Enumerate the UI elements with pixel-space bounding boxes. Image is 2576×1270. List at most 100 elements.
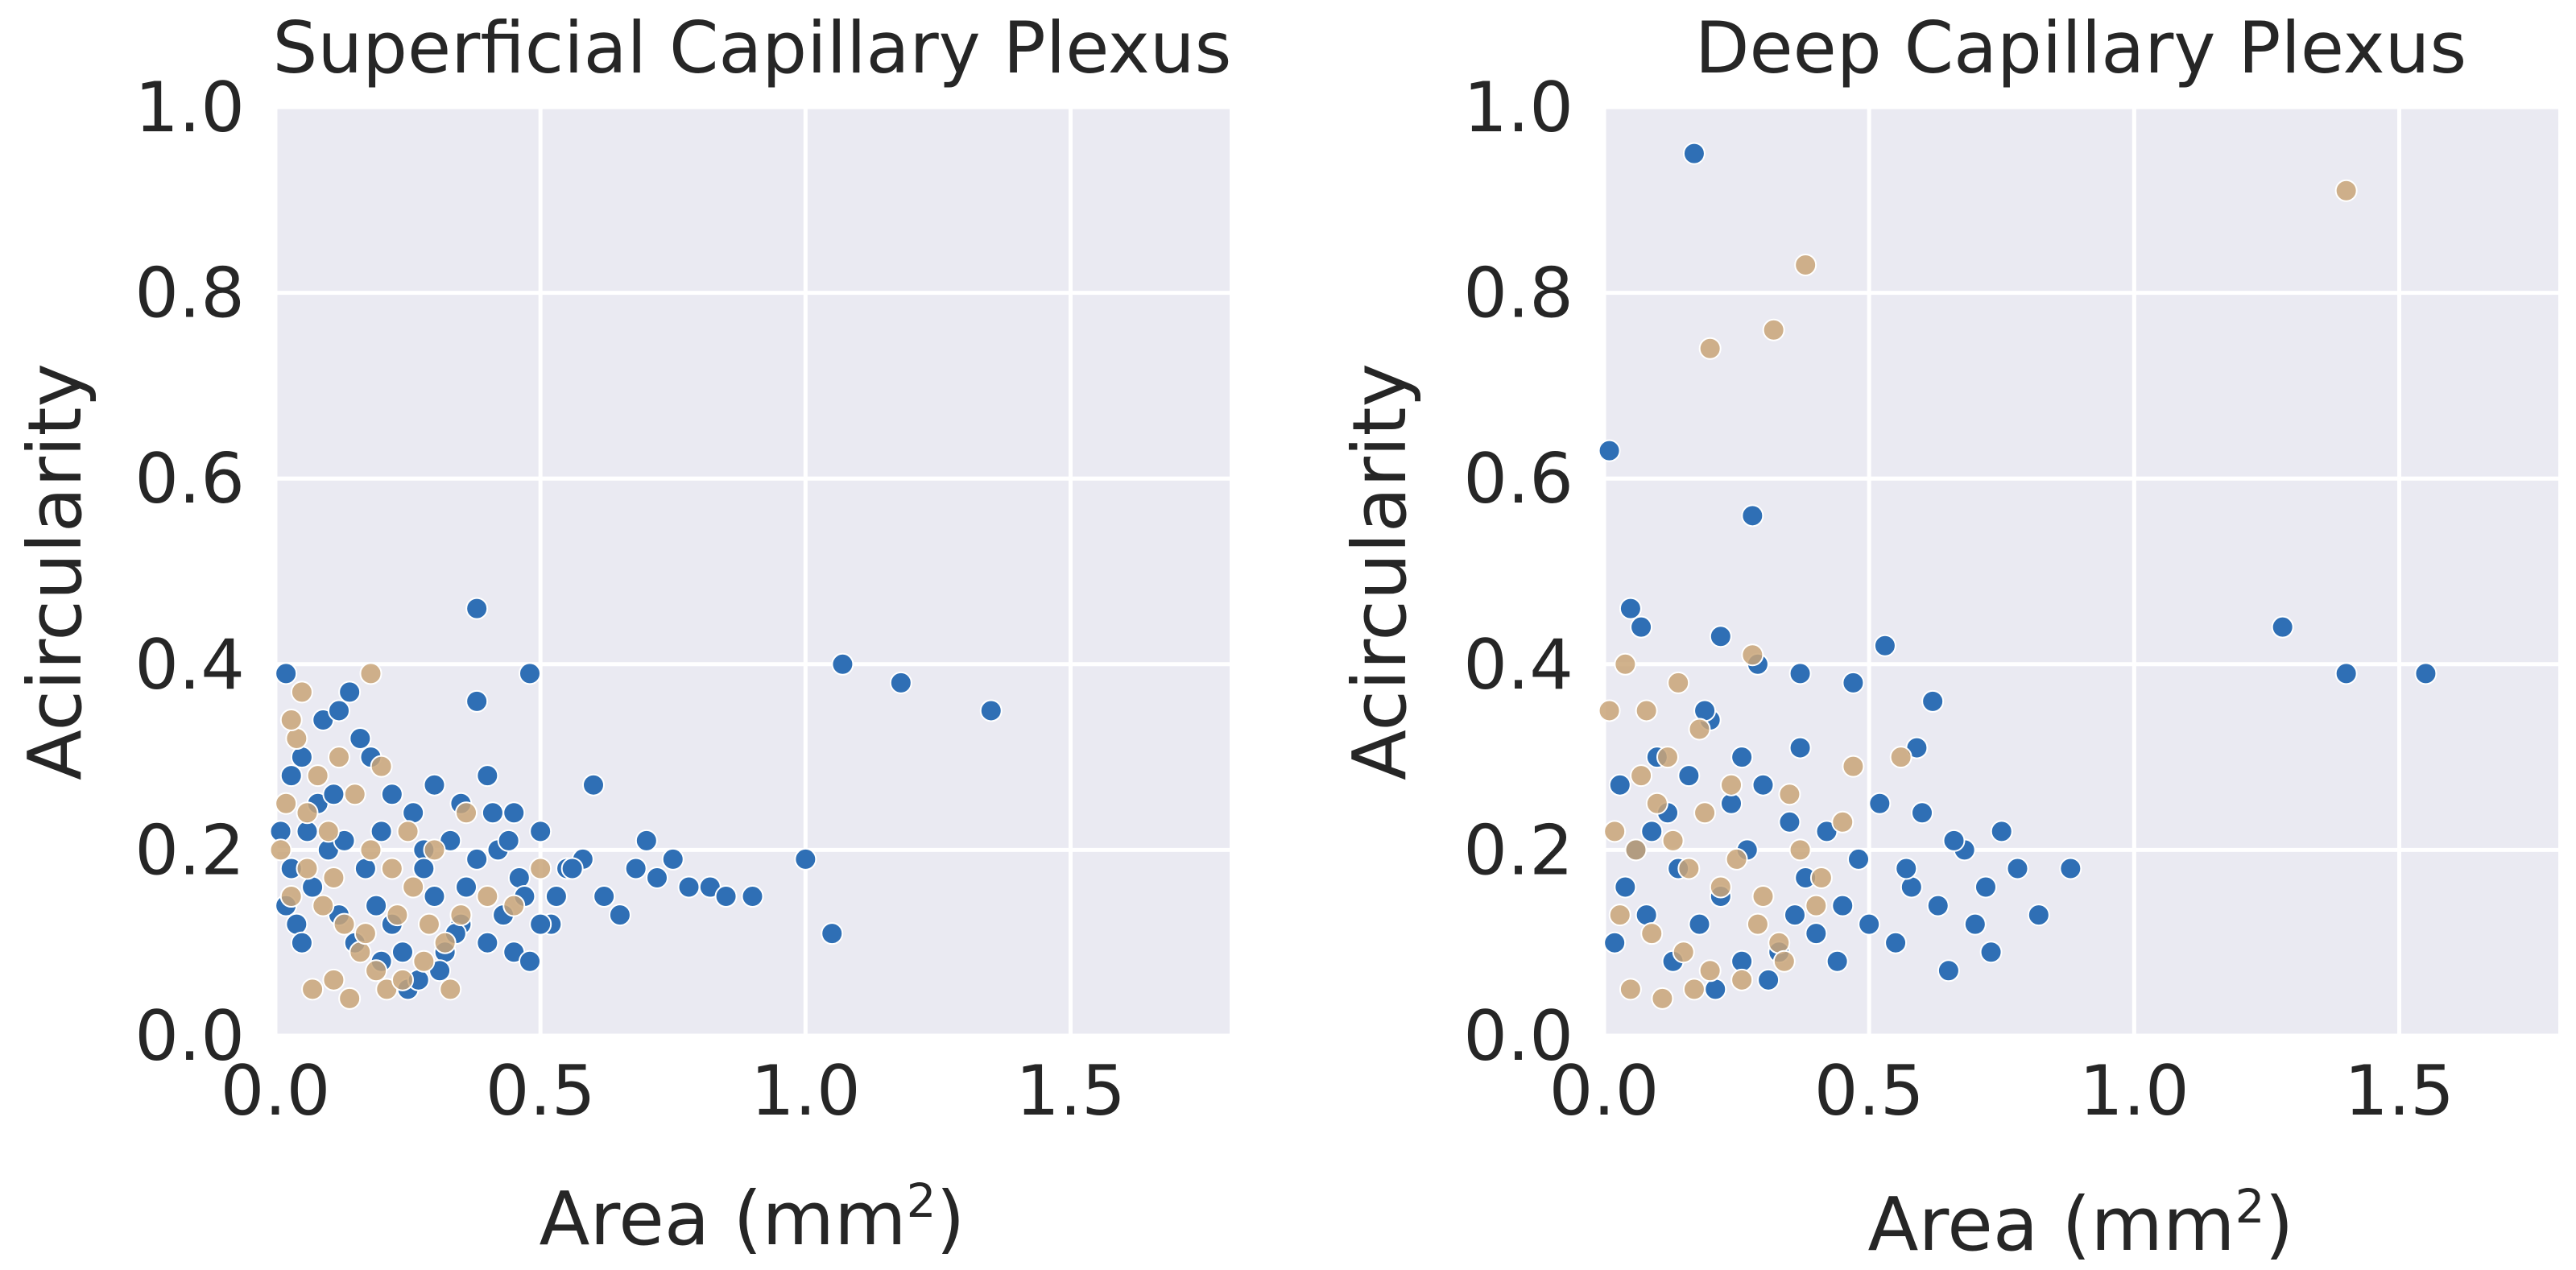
scatter-point	[1751, 773, 1775, 796]
scatter-point	[1768, 931, 1791, 954]
scatter-point	[529, 820, 552, 843]
scatter-point	[1847, 847, 1870, 871]
x-tick-label: 0.0	[221, 1051, 331, 1131]
scatter-point	[301, 875, 325, 899]
scatter-point	[2006, 857, 2029, 880]
scatter-point	[359, 838, 382, 862]
scatter-point	[333, 912, 356, 936]
y-tick-label: 0.0	[1463, 996, 1573, 1077]
scatter-point	[1635, 904, 1658, 927]
scatter-point	[1725, 847, 1748, 871]
scatter-point	[1603, 931, 1627, 954]
scatter-point	[391, 941, 414, 964]
scatter-point	[1651, 987, 1674, 1010]
scatter-point	[380, 783, 403, 806]
scatter-point	[1598, 699, 1621, 722]
scatter-point	[1762, 318, 1785, 341]
scatter-point	[624, 857, 647, 880]
scatter-point	[322, 783, 345, 806]
scatter-point	[646, 866, 668, 889]
chart-title: Superficial Capillary Plexus	[273, 6, 1232, 89]
x-axis-label: Area (mm2)	[540, 1173, 965, 1262]
scatter-points	[269, 597, 1003, 1010]
scatter-point	[529, 912, 552, 936]
scatter-point	[2334, 662, 2358, 685]
scatter-point	[423, 885, 446, 908]
scatter-points	[1598, 142, 2437, 1010]
scatter-point	[1809, 866, 1833, 889]
scatter-point	[1757, 968, 1780, 991]
scatter-point	[1778, 783, 1801, 806]
y-tick-label: 1.0	[1463, 68, 1573, 148]
scatter-point	[1730, 968, 1754, 991]
y-tick-label: 0.4	[1463, 625, 1573, 705]
scatter-point	[476, 885, 499, 908]
scatter-point	[402, 801, 425, 825]
scatter-point	[1698, 959, 1722, 982]
scatter-point	[386, 904, 409, 927]
scatter-point	[290, 746, 313, 769]
scatter-point	[1688, 912, 1711, 936]
scatter-point	[269, 838, 292, 862]
scatter-point	[821, 922, 844, 945]
x-tick-label: 1.0	[2079, 1051, 2189, 1131]
scatter-point	[502, 801, 526, 825]
scatter-point	[370, 755, 393, 778]
scatter-point	[412, 857, 436, 880]
scatter-point	[1858, 912, 1881, 936]
scatter-point	[1704, 978, 1727, 1001]
scatter-point	[1667, 671, 1690, 694]
scatter-point	[1842, 755, 1865, 778]
scatter-point	[1942, 829, 1966, 852]
scatter-point	[275, 792, 298, 815]
scatter-point	[507, 866, 531, 889]
scatter-point	[322, 866, 345, 889]
scatter-point	[1645, 792, 1668, 815]
scatter-point	[2027, 904, 2050, 927]
scatter-point	[677, 875, 701, 899]
scatter-point	[296, 857, 319, 880]
y-tick-label: 0.8	[1463, 254, 1573, 334]
y-tick-label: 0.2	[1463, 810, 1573, 891]
scatter-point	[889, 671, 912, 694]
scatter-point	[1720, 773, 1743, 796]
scatter-point	[1746, 912, 1769, 936]
scatter-point	[354, 922, 377, 945]
scatter-point	[316, 820, 340, 843]
scatter-point	[741, 885, 764, 908]
scatter-point	[1788, 662, 1812, 685]
scatter-point	[1688, 718, 1711, 741]
scatter-point	[481, 801, 504, 825]
scatter-point	[455, 875, 478, 899]
x-tick-labels: 0.0 0.5 1.0 1.5	[1549, 1051, 2454, 1131]
scatter-point	[343, 783, 366, 806]
y-axis-label: Acircularity	[12, 363, 98, 780]
scatter-point	[1709, 875, 1732, 899]
scatter-point	[2334, 179, 2358, 202]
scatter-point	[1709, 625, 1732, 648]
scatter-point	[794, 847, 817, 871]
scatter-point	[1693, 699, 1717, 722]
scatter-point	[1619, 597, 1642, 620]
scatter-point	[1603, 820, 1627, 843]
y-tick-label: 1.0	[134, 68, 245, 148]
scatter-point	[1979, 941, 2003, 964]
scatter-point	[417, 912, 440, 936]
scatter-point	[396, 820, 420, 843]
scatter-point	[412, 949, 436, 973]
scatter-point	[1937, 959, 1960, 982]
scatter-point	[1826, 949, 1849, 973]
y-tick-labels: 0.0 0.2 0.4 0.6 0.8 1.0	[1463, 68, 1573, 1077]
scatter-point	[1614, 652, 1637, 676]
scatter-point	[290, 931, 313, 954]
gridlines	[273, 105, 1230, 1038]
x-tick-label: 0.5	[486, 1051, 596, 1131]
scatter-point	[354, 857, 377, 880]
scatter-point	[1963, 912, 1987, 936]
scatter-point	[1741, 504, 1764, 527]
scatter-point	[402, 875, 425, 899]
scatter-point	[502, 894, 526, 917]
scatter-point	[2414, 662, 2437, 685]
scatter-point	[328, 699, 350, 722]
scatter-point	[1884, 931, 1908, 954]
